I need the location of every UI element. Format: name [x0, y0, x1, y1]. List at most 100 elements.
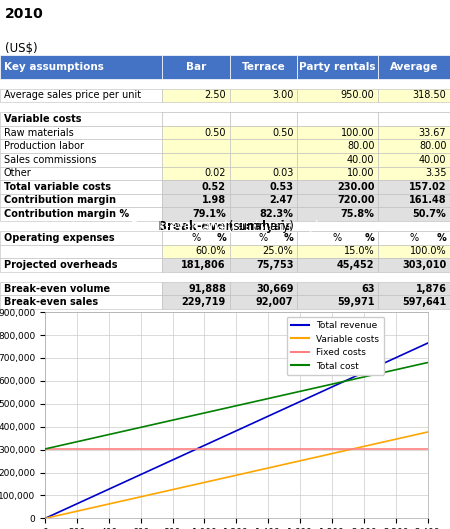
Text: Break-even analysis (summary): Break-even analysis (summary) [131, 220, 319, 233]
Bar [378, 140, 450, 153]
Text: 0.52: 0.52 [202, 182, 226, 192]
Bar [378, 258, 450, 271]
Bar [0, 258, 162, 271]
Bar [162, 180, 230, 194]
Text: 100.00: 100.00 [341, 127, 374, 138]
Bar [297, 244, 378, 258]
Text: 33.67: 33.67 [419, 127, 446, 138]
Bar [230, 180, 297, 194]
Bar [0, 231, 162, 244]
Text: 0.50: 0.50 [272, 127, 293, 138]
Bar [378, 153, 450, 167]
Bar [378, 244, 450, 258]
Text: 0.02: 0.02 [204, 168, 226, 178]
Text: 0.50: 0.50 [204, 127, 226, 138]
Bar [162, 275, 230, 285]
Text: 60.0%: 60.0% [195, 247, 226, 256]
Bar [230, 113, 297, 126]
Text: 3.35: 3.35 [425, 168, 446, 178]
Text: 229,719: 229,719 [182, 297, 226, 307]
Text: 720.00: 720.00 [337, 195, 374, 205]
Bar [297, 105, 378, 116]
Bar [230, 231, 297, 244]
Text: %: % [191, 233, 200, 243]
Text: 92,007: 92,007 [256, 297, 293, 307]
Bar [162, 88, 230, 102]
Text: Break-even analysis: Break-even analysis [158, 220, 292, 233]
Bar [230, 224, 297, 234]
Text: %: % [436, 233, 446, 243]
Text: 1,876: 1,876 [415, 284, 446, 294]
Text: 2010: 2010 [4, 7, 43, 21]
Text: (summary): (summary) [225, 220, 294, 233]
Bar [162, 56, 230, 79]
Bar [297, 224, 378, 234]
Bar [378, 194, 450, 207]
Bar [0, 88, 162, 102]
Text: 91,888: 91,888 [188, 284, 226, 294]
Bar [162, 140, 230, 153]
Bar [378, 88, 450, 102]
Text: Key assumptions: Key assumptions [4, 62, 104, 72]
Text: %: % [284, 233, 293, 243]
Bar [162, 231, 230, 244]
Bar [378, 180, 450, 194]
Text: 63: 63 [361, 284, 374, 294]
Bar [378, 207, 450, 221]
Bar [378, 126, 450, 140]
Text: 303,010: 303,010 [402, 260, 446, 270]
Bar [230, 295, 297, 309]
Text: Operating expenses: Operating expenses [4, 233, 114, 243]
Bar [162, 231, 230, 244]
Bar [378, 275, 450, 285]
Text: 80.00: 80.00 [347, 141, 374, 151]
Bar [230, 244, 297, 258]
Text: 1.98: 1.98 [202, 195, 226, 205]
Text: 3.00: 3.00 [272, 90, 293, 101]
Bar [0, 56, 162, 79]
Text: 75,753: 75,753 [256, 260, 293, 270]
Bar [378, 113, 450, 126]
Bar [0, 126, 162, 140]
Bar [297, 231, 378, 244]
Bar [162, 282, 230, 295]
Bar [230, 113, 297, 126]
Bar [162, 207, 230, 221]
Text: 10.00: 10.00 [347, 168, 374, 178]
Text: Terrace: Terrace [241, 62, 285, 72]
Bar [378, 295, 450, 309]
Bar [0, 140, 162, 153]
Text: Bar: Bar [185, 62, 206, 72]
Bar [0, 153, 162, 167]
Text: %: % [410, 233, 418, 243]
Bar [0, 295, 162, 309]
Bar [230, 140, 297, 153]
Bar [230, 194, 297, 207]
Bar [297, 295, 378, 309]
Bar [378, 231, 450, 244]
Text: 82.3%: 82.3% [260, 209, 293, 219]
Bar [297, 282, 378, 295]
Text: Sales commissions: Sales commissions [4, 155, 96, 165]
Text: Contribution margin: Contribution margin [4, 195, 116, 205]
Text: 15.0%: 15.0% [344, 247, 374, 256]
Text: 597,641: 597,641 [402, 297, 446, 307]
Text: 50.7%: 50.7% [413, 209, 446, 219]
Bar [230, 275, 297, 285]
Bar [0, 113, 162, 126]
Bar [0, 180, 162, 194]
Bar [0, 244, 162, 258]
Text: 45,452: 45,452 [337, 260, 374, 270]
Text: Projected overheads: Projected overheads [4, 260, 117, 270]
Legend: Total revenue, Variable costs, Fixed costs, Total cost: Total revenue, Variable costs, Fixed cos… [287, 317, 384, 375]
Text: Variable costs: Variable costs [4, 114, 81, 124]
Bar [162, 194, 230, 207]
Text: 30,669: 30,669 [256, 284, 293, 294]
Bar [297, 153, 378, 167]
Bar [0, 275, 162, 285]
Bar [378, 231, 450, 244]
Bar [378, 113, 450, 126]
Text: Other: Other [4, 168, 32, 178]
Text: 157.02: 157.02 [409, 182, 446, 192]
Text: 25.0%: 25.0% [263, 247, 293, 256]
